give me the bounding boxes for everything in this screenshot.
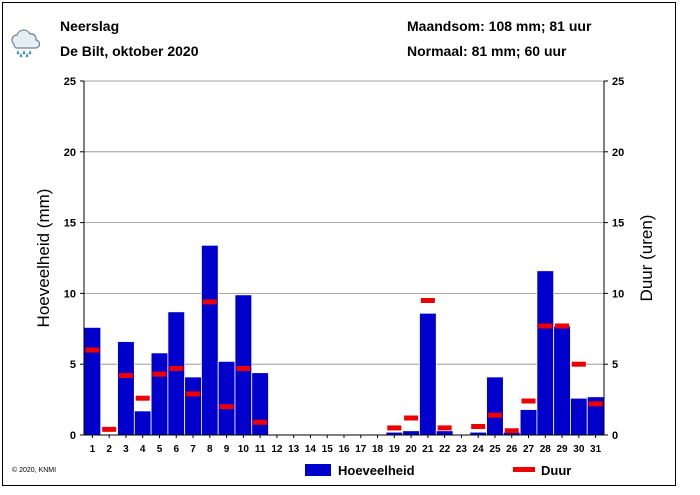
marker-duur (571, 361, 586, 367)
x-tick-label: 22 (439, 444, 451, 455)
legend-label-duur: Duur (541, 463, 571, 478)
legend-swatch-hoeveelheid (305, 464, 331, 476)
x-tick-label: 8 (207, 444, 213, 455)
x-tick-label: 25 (489, 444, 501, 455)
marker-duur (487, 412, 502, 418)
x-tick-label: 26 (506, 444, 518, 455)
x-tick-label: 7 (190, 444, 196, 455)
bar-hoeveelheid (435, 430, 454, 436)
bar-hoeveelheid (117, 341, 135, 436)
x-tick-label: 15 (322, 444, 334, 455)
marker-duur (387, 425, 402, 431)
y-tick-label: 20 (64, 147, 76, 159)
y2-tick-label: 5 (612, 359, 618, 371)
y2-tick-label: 15 (612, 218, 624, 230)
marker-duur (471, 424, 486, 430)
x-tick-label: 29 (557, 444, 569, 455)
copyright-text: © 2020, KNMI (12, 467, 57, 474)
marker-duur (169, 365, 184, 371)
x-tick-label: 24 (473, 444, 485, 455)
x-tick-label: 16 (338, 444, 350, 455)
x-tick-label: 13 (288, 444, 300, 455)
bar-hoeveelheid (251, 372, 269, 436)
marker-duur (102, 426, 117, 432)
bar-hoeveelheid (184, 376, 202, 436)
marker-duur (404, 415, 419, 421)
marker-duur (253, 419, 268, 425)
y-tick-label: 15 (64, 218, 76, 230)
bar-hoeveelheid (234, 294, 253, 436)
chart-title: Neerslag (60, 18, 120, 34)
marker-duur (521, 398, 536, 404)
x-tick-label: 30 (573, 444, 585, 455)
x-tick-label: 20 (406, 444, 418, 455)
x-tick-label: 28 (540, 444, 552, 455)
marker-duur (588, 401, 603, 407)
y-tick-label: 25 (64, 76, 76, 88)
x-tick-label: 2 (106, 444, 112, 455)
x-tick-label: 1 (90, 444, 96, 455)
x-tick-label: 18 (372, 444, 384, 455)
marker-duur (219, 404, 234, 410)
marker-duur (437, 425, 452, 431)
y-tick-label: 10 (64, 288, 76, 300)
marker-duur (186, 391, 201, 397)
marker-duur (236, 365, 251, 371)
x-tick-label: 5 (157, 444, 163, 455)
bar-hoeveelheid (553, 325, 571, 436)
marker-duur (538, 323, 553, 329)
y2-axis-title: Duur (uren) (637, 215, 656, 302)
x-tick-label: 6 (173, 444, 179, 455)
bar-hoeveelheid (133, 410, 152, 436)
bar-hoeveelheid (419, 312, 437, 436)
y2-tick-label: 20 (612, 147, 624, 159)
y-tick-label: 5 (70, 359, 76, 371)
x-tick-label: 21 (422, 444, 434, 455)
bar-hoeveelheid (536, 270, 555, 436)
x-tick-label: 23 (456, 444, 468, 455)
marker-duur (202, 299, 217, 305)
bar-hoeveelheid (217, 360, 236, 436)
bar-hoeveelheid (486, 376, 504, 436)
bar-hoeveelheid (402, 430, 420, 436)
bar-hoeveelheid (167, 311, 186, 436)
bar-hoeveelheid (150, 352, 169, 436)
rain-cloud-icon (11, 29, 41, 58)
x-tick-label: 14 (305, 444, 317, 455)
x-tick-label: 17 (355, 444, 367, 455)
x-tick-label: 31 (590, 444, 602, 455)
y2-tick-label: 25 (612, 76, 624, 88)
y2-tick-label: 10 (612, 288, 624, 300)
marker-duur (118, 373, 133, 379)
marker-duur (504, 428, 519, 434)
y-tick-label: 0 (70, 430, 76, 442)
x-tick-label: 19 (389, 444, 401, 455)
bar-hoeveelheid (519, 409, 538, 436)
x-tick-label: 12 (271, 444, 283, 455)
marker-duur (420, 297, 435, 303)
bar-hoeveelheid (570, 397, 588, 436)
x-tick-label: 27 (523, 444, 535, 455)
x-tick-label: 3 (123, 444, 129, 455)
y2-tick-label: 0 (612, 430, 618, 442)
chart-subtitle: De Bilt, oktober 2020 (60, 43, 199, 59)
marker-duur (152, 371, 167, 377)
normal-label: Normaal: 81 mm; 60 uur (407, 43, 567, 59)
x-tick-label: 11 (255, 444, 266, 455)
x-tick-label: 10 (238, 444, 250, 455)
y-axis-title: Hoeveelheid (mm) (34, 189, 53, 328)
legend-label-hoeveelheid: Hoeveelheid (338, 463, 415, 478)
bar-hoeveelheid (201, 244, 219, 436)
x-tick-label: 4 (140, 444, 146, 455)
legend-swatch-duur (513, 467, 535, 472)
marker-duur (555, 323, 570, 329)
marker-duur (135, 395, 150, 401)
marker-duur (85, 347, 100, 353)
x-tick-label: 9 (224, 444, 230, 455)
bar-hoeveelheid (83, 326, 102, 436)
month-sum-label: Maandsom: 108 mm; 81 uur (407, 18, 592, 34)
